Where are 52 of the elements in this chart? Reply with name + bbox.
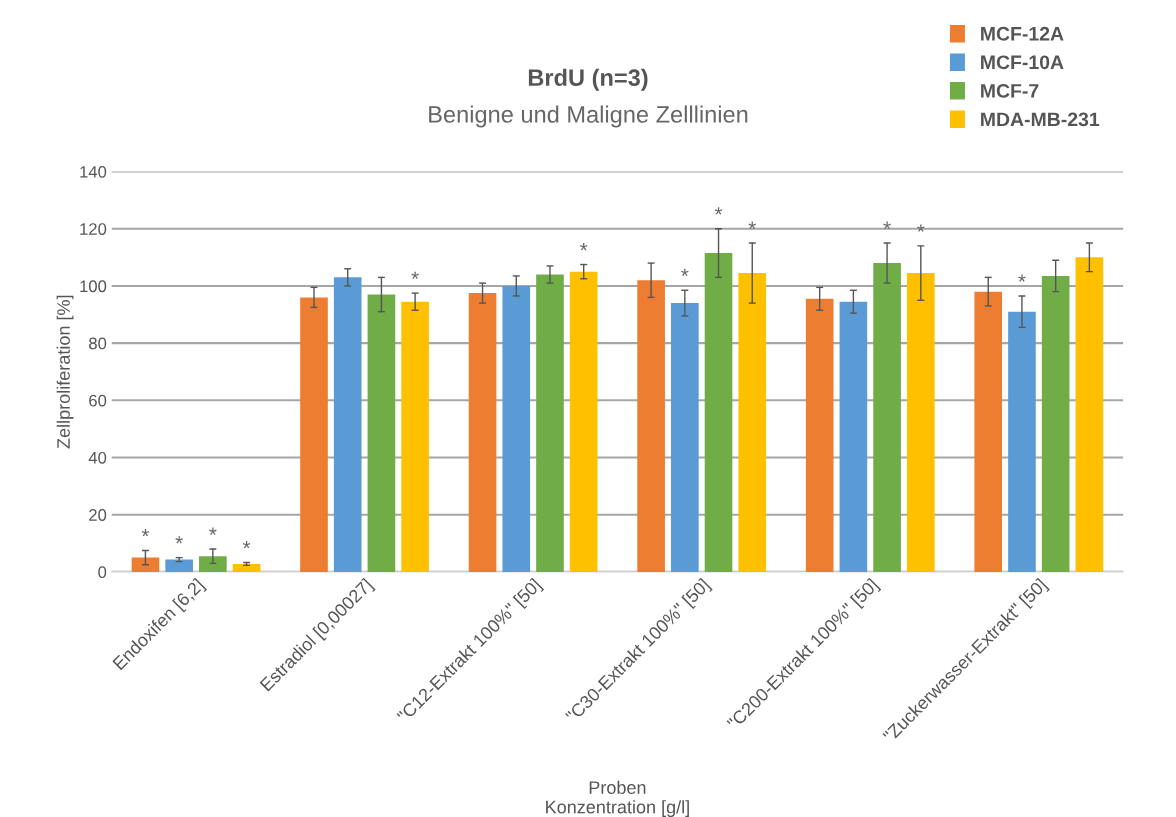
bar [536, 274, 564, 572]
y-tick-label: 40 [88, 451, 107, 464]
legend-label: MCF-7 [981, 83, 1039, 98]
bar [367, 294, 396, 572]
data-label: * [883, 221, 891, 229]
y-axis-title: Zellproliferation [%] [56, 295, 74, 449]
chart-subtitle: Benigne und Maligne Zelllinien [429, 105, 748, 128]
data-label: * [714, 207, 723, 215]
bar [232, 563, 261, 572]
bar [671, 303, 699, 572]
y-tick-label: 80 [89, 337, 107, 350]
bar [704, 253, 733, 572]
y-tick-label: 100 [80, 280, 107, 293]
bar [805, 298, 834, 572]
bar [1008, 311, 1036, 572]
data-label: * [681, 268, 689, 277]
bar [1041, 275, 1070, 572]
bar [165, 559, 193, 572]
data-label: * [242, 541, 251, 549]
data-label: * [917, 224, 925, 232]
data-label: * [209, 527, 217, 535]
bar [199, 556, 227, 572]
bar [1075, 257, 1104, 572]
y-tick-label: 0 [98, 566, 107, 579]
bar [839, 301, 868, 572]
bar [569, 271, 598, 572]
bar [468, 293, 497, 572]
bar [300, 297, 328, 572]
y-tick-label: 20 [89, 509, 107, 521]
bar [333, 277, 362, 572]
bar [974, 291, 1003, 572]
data-label: * [579, 243, 588, 251]
bar [637, 280, 665, 572]
y-tick-label: 120 [80, 223, 107, 235]
bar [738, 273, 767, 572]
chart-title: BrdU (n=3) [528, 68, 648, 91]
legend-label: MDA-MB-231 [981, 112, 1100, 127]
y-tick-label: 140 [80, 165, 107, 178]
y-tick-label: 60 [89, 394, 107, 407]
data-label: * [748, 221, 756, 229]
bar [502, 285, 531, 572]
bar [131, 557, 160, 572]
data-label: * [411, 271, 419, 279]
data-label: * [141, 529, 150, 537]
legend-label: MCF-10A [981, 55, 1064, 70]
bar [873, 263, 901, 572]
data-label: * [1018, 274, 1026, 282]
data-label: * [175, 536, 183, 544]
legend-label: MCF-12A [981, 26, 1064, 41]
bar [401, 301, 429, 572]
bar [906, 273, 935, 572]
x-axis-title: Proben Konzentration [g/l] [546, 780, 689, 817]
